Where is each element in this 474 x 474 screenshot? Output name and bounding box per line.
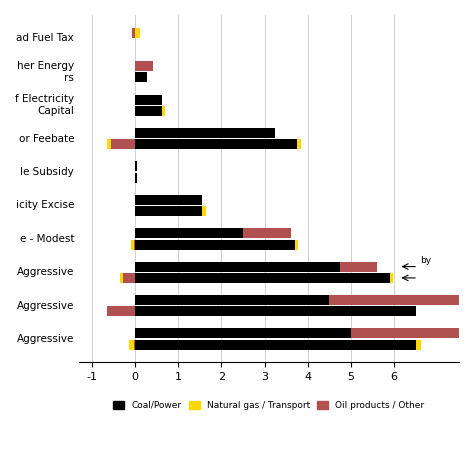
Bar [131,239,135,249]
Bar [329,295,474,305]
Bar [135,195,202,205]
Bar [135,295,329,305]
Bar [135,27,140,38]
Bar [107,306,135,316]
Bar [128,340,134,350]
Bar [107,139,135,149]
Bar [128,340,135,350]
Bar [135,273,390,283]
Bar [297,139,301,149]
Bar [135,61,153,71]
Bar [390,273,393,283]
Bar [135,206,202,216]
Bar [135,228,243,238]
Bar [135,94,162,105]
Bar [132,27,135,38]
Bar [135,306,416,316]
Bar [135,262,340,272]
Bar [135,106,162,116]
Text: by: by [420,256,431,265]
Bar [135,128,275,138]
Bar [162,106,165,116]
Bar [131,239,134,249]
Bar [120,273,135,283]
Bar [340,262,377,272]
Bar [107,139,110,149]
Bar [135,161,137,172]
Bar [351,328,474,338]
Bar [135,340,416,350]
Bar [135,328,351,338]
Bar [295,239,298,249]
Bar [135,73,147,82]
Bar [243,228,291,238]
Bar [135,239,295,249]
Bar [202,206,206,216]
Bar [135,173,137,182]
Bar [135,139,297,149]
Bar [416,340,421,350]
Legend: Coal/Power, Natural gas / Transport, Oil products / Other: Coal/Power, Natural gas / Transport, Oil… [110,397,428,413]
Bar [120,273,123,283]
